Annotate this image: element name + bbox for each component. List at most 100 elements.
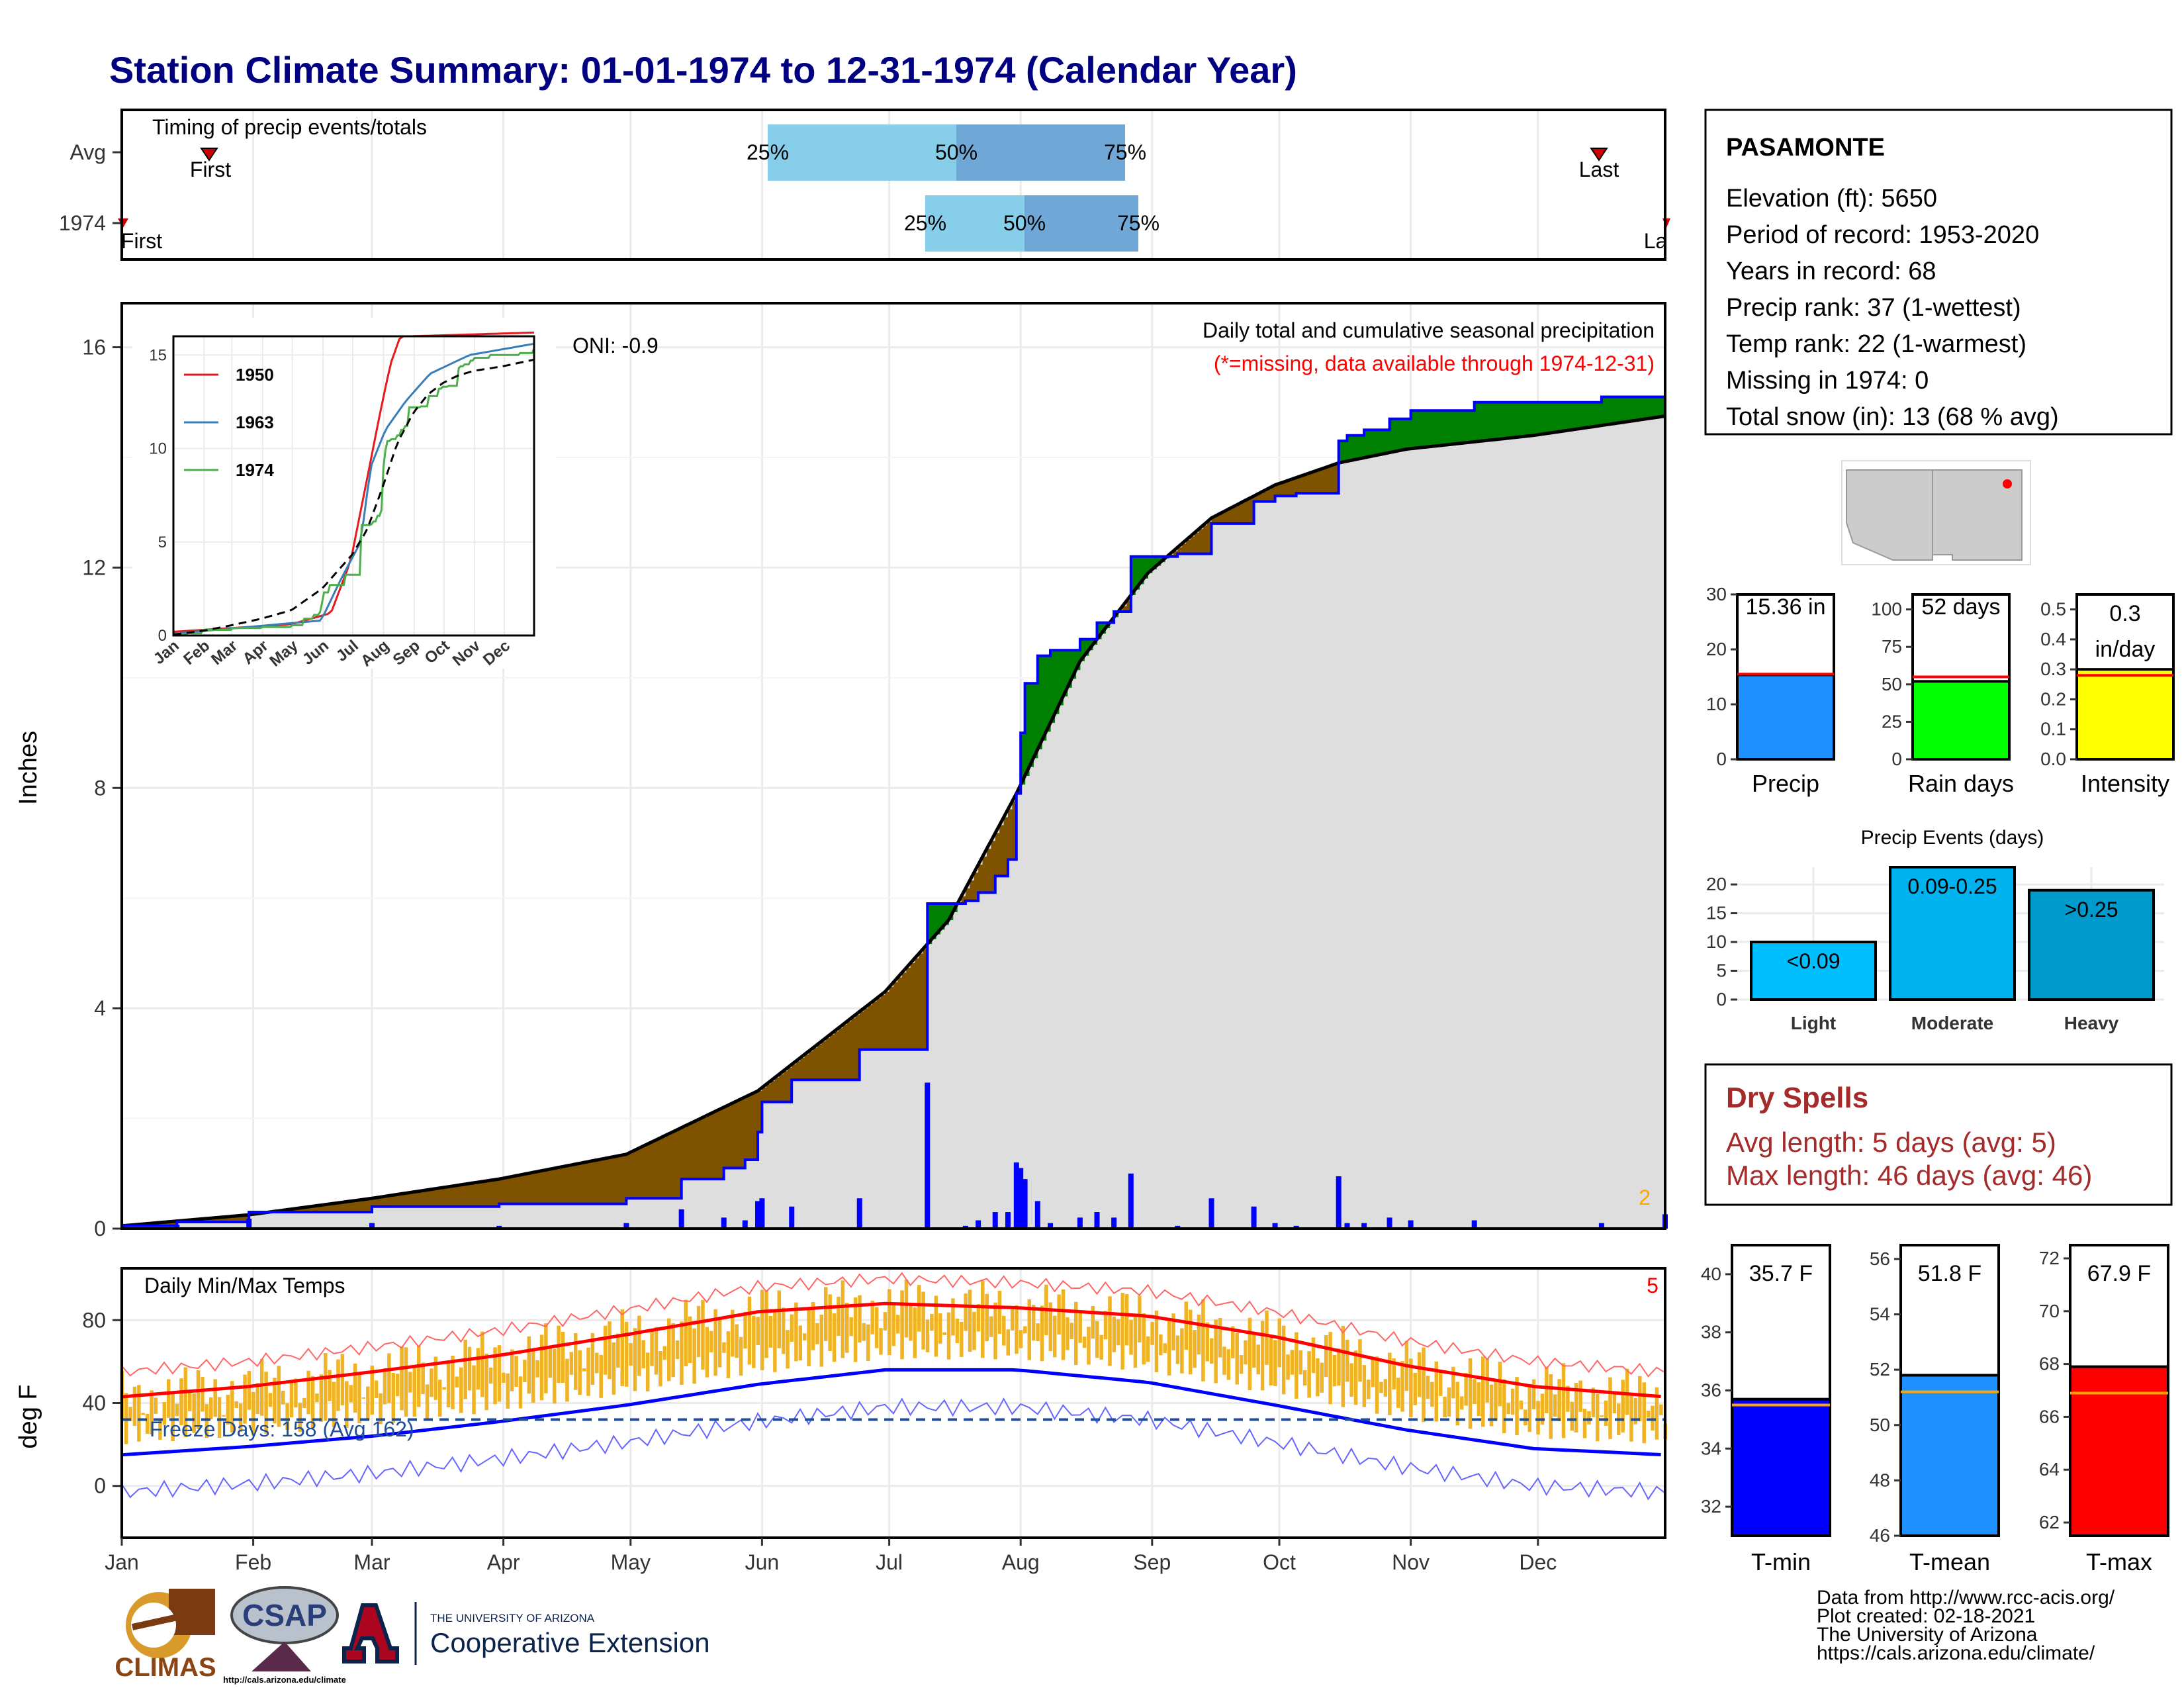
deficit-fill (401, 1194, 406, 1207)
deficit-fill (762, 1087, 767, 1102)
daily-temp-bar (1066, 1317, 1069, 1350)
daily-temp-bar (268, 1393, 273, 1407)
station-elevation: Elevation (ft): 5650 (1726, 185, 1937, 212)
daily-temp-bar (238, 1403, 243, 1432)
daily-temp-bar (1489, 1384, 1494, 1427)
deficit-fill (885, 992, 890, 1050)
daily-temp-bar (938, 1313, 942, 1344)
daily-temp-bar (913, 1307, 917, 1358)
csap-wordmark: CSAP (242, 1598, 327, 1632)
surplus-fill (1486, 402, 1492, 441)
events-category: Light (1791, 1013, 1836, 1033)
surplus-fill (1130, 556, 1136, 596)
summary-bar-value: 15.36 in (1746, 594, 1826, 620)
daily-precip-bar (1272, 1223, 1278, 1229)
deficit-fill (978, 865, 983, 893)
daily-temp-bar (802, 1333, 807, 1340)
summary-bar-y-tick: 0 (1716, 749, 1727, 769)
daily-temp-bar (650, 1330, 654, 1366)
daily-temp-bar (599, 1354, 603, 1398)
summary-bar-y-tick: 25 (1882, 711, 1902, 731)
deficit-fill (1253, 496, 1259, 502)
surplus-fill (1563, 402, 1569, 432)
deficit-fill (520, 1174, 525, 1204)
deficit-fill (316, 1205, 322, 1213)
surplus-fill (936, 904, 941, 935)
deficit-fill (575, 1164, 580, 1204)
summary-bar-y-tick: 20 (1706, 639, 1727, 659)
daily-temp-bar (370, 1365, 374, 1415)
summary-bar-y-tick: 0.3 (2040, 659, 2066, 679)
deficit-fill (554, 1168, 559, 1204)
summary-bar-y-tick: 0.1 (2040, 719, 2066, 739)
daily-temp-bar (1175, 1335, 1180, 1364)
daily-temp-bar (353, 1363, 357, 1413)
deficit-fill (414, 1192, 420, 1207)
daily-temp-bar (430, 1368, 433, 1397)
daily-temp-bar (819, 1314, 824, 1367)
temp-summary-y-tick: 56 (1870, 1248, 1890, 1269)
deficit-fill (1236, 504, 1242, 524)
summary-bar-precip: 0 10 20 30 15.36 in Precip (1706, 584, 1835, 797)
deficit-fill (236, 1215, 241, 1223)
temp-summary-t-max: 62 64 66 68 70 72 67.9 F T-max (2039, 1244, 2169, 1575)
deficit-fill (1181, 543, 1187, 554)
deficit-fill (792, 1064, 797, 1080)
deficit-fill (1330, 465, 1335, 494)
surplus-fill (927, 904, 933, 945)
daily-temp-bar (1582, 1409, 1587, 1438)
surplus-fill (1529, 402, 1534, 436)
surplus-fill (1440, 410, 1445, 445)
daily-temp-bar (1023, 1326, 1027, 1334)
daily-temp-bar (866, 1324, 870, 1361)
precip-note: Daily total and cumulative seasonal prec… (1203, 318, 1655, 342)
summary-bar-y-tick: 75 (1882, 636, 1902, 657)
deficit-fill (796, 1061, 801, 1080)
daily-temp-bar (794, 1302, 798, 1362)
daily-temp-bar (1010, 1307, 1015, 1331)
daily-temp-bar (1193, 1330, 1197, 1368)
daily-temp-bar (972, 1311, 976, 1350)
deficit-fill (753, 1093, 758, 1160)
daily-temp-bar (1087, 1327, 1091, 1365)
deficit-fill (749, 1095, 754, 1160)
deficit-fill (397, 1194, 402, 1207)
daily-temp-bar (1353, 1350, 1358, 1405)
temp-summary-y-tick: 40 (1701, 1264, 1721, 1284)
deficit-fill (435, 1188, 441, 1207)
station-info-box: PASAMONTE Elevation (ft): 5650 Period of… (1704, 109, 2173, 436)
surplus-fill (1393, 418, 1398, 452)
deficit-fill (508, 1177, 513, 1204)
temp-summary-y-tick: 34 (1701, 1438, 1721, 1458)
daily-temp-bar (807, 1307, 811, 1367)
daily-precip-bar (246, 1219, 252, 1229)
daily-temp-bar (777, 1290, 782, 1348)
daily-temp-bar (209, 1397, 213, 1420)
deficit-fill (223, 1217, 228, 1223)
deficit-fill (1279, 483, 1285, 496)
events-y-tick: 5 (1716, 961, 1727, 981)
daily-temp-bar (336, 1359, 340, 1411)
deficit-fill (986, 849, 991, 893)
avg-last-marker (1590, 148, 1608, 162)
daily-temp-bar (747, 1296, 752, 1365)
timing-frame (120, 109, 1666, 261)
daily-temp-bar (1171, 1313, 1175, 1350)
daily-temp-bar (595, 1352, 599, 1374)
obs-cumulative-line (121, 382, 1666, 1227)
daily-temp-bar (289, 1381, 294, 1418)
daily-temp-bar (310, 1376, 315, 1429)
deficit-fill (864, 1008, 869, 1050)
daily-precip-bar (1005, 1212, 1011, 1229)
daily-temp-bar (1527, 1384, 1531, 1432)
precip-frame (120, 302, 1666, 1230)
temp-summary-y-tick: 48 (1870, 1470, 1890, 1490)
deficit-fill (1007, 809, 1013, 860)
daily-temp-bar (722, 1342, 726, 1353)
daily-temp-bar (1434, 1361, 1439, 1422)
daily-temp-bar (845, 1302, 849, 1353)
dry-spells-avg: Avg length: 5 days (avg: 5) (1726, 1127, 2056, 1158)
deficit-fill (291, 1209, 296, 1213)
location-map (1841, 460, 2031, 565)
daily-temp-bar (285, 1403, 289, 1430)
